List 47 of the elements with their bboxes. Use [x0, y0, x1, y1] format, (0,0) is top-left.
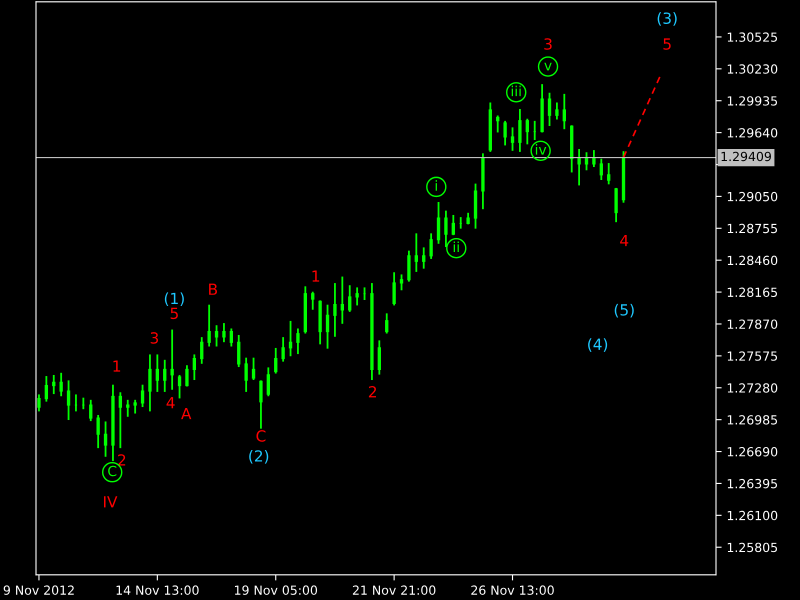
- annotation: iii: [512, 86, 521, 96]
- x-tick-label: 26 Nov 13:00: [471, 585, 554, 595]
- y-tick-label: 1.26100: [728, 510, 778, 520]
- x-tick-label: 21 Nov 21:00: [352, 585, 436, 595]
- annotation: 1: [312, 270, 320, 282]
- y-tick-label: 1.29050: [728, 192, 778, 202]
- x-tick-label: 19 Nov 05:00: [234, 585, 318, 595]
- y-tick-label: 1.28755: [728, 224, 778, 234]
- annotation: 4: [166, 397, 175, 408]
- annotation: C: [108, 466, 116, 476]
- annotation: 4: [620, 234, 628, 246]
- annotation: 2: [368, 386, 376, 398]
- annotation: (5): [614, 304, 634, 318]
- annotation: ii: [454, 241, 459, 252]
- y-tick-label: 1.28165: [728, 288, 778, 298]
- y-tick-label: 1.28460: [728, 256, 778, 266]
- annotation: 5: [663, 38, 671, 50]
- y-tick-label: 1.30230: [728, 64, 778, 74]
- annotation: 5: [170, 308, 178, 320]
- ref-line-label: 1.29409: [722, 152, 771, 162]
- y-tick-label: 1.27575: [728, 351, 778, 361]
- annotation: (4): [588, 338, 608, 352]
- y-tick-label: 1.30525: [728, 32, 778, 42]
- y-tick-label: 1.26395: [728, 478, 778, 488]
- annotation: (2): [249, 450, 268, 464]
- annotation: v: [544, 62, 552, 70]
- annotation: (1): [164, 292, 184, 306]
- annotation: IV: [104, 496, 118, 508]
- x-tick-label: 14 Nov 13:00: [116, 585, 199, 595]
- y-tick-label: 1.25805: [728, 542, 778, 552]
- y-tick-label: 1.27870: [728, 319, 778, 329]
- annotation: 3: [544, 38, 552, 50]
- annotation: i: [436, 180, 437, 191]
- x-tick-label: 9 Nov 2012: [4, 585, 74, 595]
- annotation: iv: [536, 144, 546, 155]
- y-tick-label: 1.26690: [728, 447, 778, 456]
- y-tick-label: 1.29935: [728, 96, 778, 106]
- annotation: (3): [658, 12, 677, 26]
- annotation: C: [256, 430, 266, 442]
- annotation: 2: [118, 454, 126, 466]
- annotation: B: [209, 284, 218, 295]
- y-tick-label: 1.27280: [728, 383, 778, 393]
- y-tick-label: 1.29640: [728, 128, 778, 138]
- y-tick-label: 1.26985: [728, 415, 778, 425]
- annotation: A: [181, 408, 192, 420]
- annotation: 3: [150, 332, 158, 344]
- annotation: 1: [113, 360, 120, 372]
